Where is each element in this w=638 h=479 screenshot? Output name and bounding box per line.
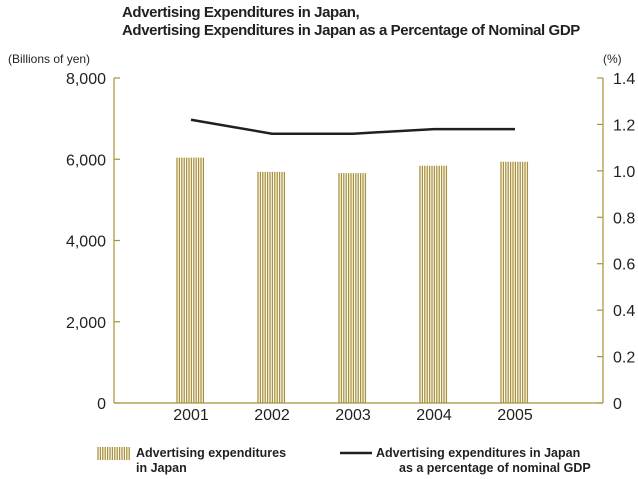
bar [500,161,529,403]
chart-title-line1: Advertising Expenditures in Japan, [122,4,360,21]
right-tick-label: 0.2 [613,350,635,367]
right-tick-label: 0.8 [613,210,635,227]
x-tick-label: 2005 [497,407,533,424]
right-tick-label: 1.2 [613,117,635,134]
left-tick-label: 8,000 [66,71,106,88]
legend-line-label-line2: as a percentage of nominal GDP [399,461,591,475]
x-tick-label: 2003 [335,407,371,424]
legend-bar-swatch [97,447,130,460]
bar [257,171,286,403]
left-tick-label: 6,000 [66,152,106,169]
legend-bar-label-line2: in Japan [136,461,187,475]
chart-title-line2: Advertising Expenditures in Japan as a P… [122,22,580,39]
bar [176,157,205,403]
right-tick-label: 0 [613,396,622,413]
right-tick-label: 1.0 [613,164,635,181]
left-axis-unit: (Billions of yen) [8,52,91,66]
right-tick-label: 0.6 [613,257,635,274]
legend-bar-label: Advertising expenditures in Japan [136,446,286,476]
left-tick-label: 0 [97,396,106,413]
legend-line-label-line1: Advertising expenditures in Japan [376,446,581,460]
x-tick-label: 2004 [416,407,452,424]
left-tick-label: 2,000 [66,315,106,332]
x-tick-label: 2001 [173,407,209,424]
gdp-percentage-line [190,118,515,135]
right-axis-unit: (%) [603,52,622,66]
legend-bar-label-line1: Advertising expenditures [136,446,287,460]
right-tick-label: 1.4 [613,71,635,88]
x-tick-label: 2002 [254,407,290,424]
right-tick-label: 0.4 [613,303,635,320]
legend-line-swatch [340,451,372,455]
bar [338,173,367,403]
legend-line-label: Advertising expenditures in Japan as a p… [376,446,591,476]
left-tick-label: 4,000 [66,234,106,251]
bar [419,165,448,403]
